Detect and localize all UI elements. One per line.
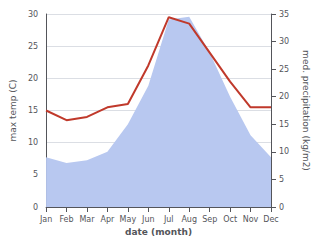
svg-text:5: 5 — [33, 170, 38, 179]
svg-text:0: 0 — [33, 203, 38, 212]
svg-text:20: 20 — [279, 92, 289, 101]
svg-text:30: 30 — [28, 10, 38, 19]
svg-text:Mar: Mar — [79, 215, 95, 224]
svg-text:Nov: Nov — [243, 215, 259, 224]
svg-text:25: 25 — [28, 42, 38, 51]
svg-text:15: 15 — [279, 120, 289, 129]
svg-text:5: 5 — [279, 175, 284, 184]
svg-text:Jun: Jun — [141, 215, 155, 224]
svg-text:med. precipitation (kg/m2): med. precipitation (kg/m2) — [301, 50, 311, 171]
svg-text:May: May — [120, 215, 137, 224]
svg-text:25: 25 — [279, 65, 289, 74]
svg-text:Aug: Aug — [181, 215, 197, 224]
svg-text:20: 20 — [28, 74, 38, 83]
svg-text:Apr: Apr — [100, 215, 115, 224]
svg-text:Jul: Jul — [163, 215, 174, 224]
svg-text:Jan: Jan — [39, 215, 52, 224]
svg-text:10: 10 — [279, 147, 289, 156]
svg-text:15: 15 — [28, 106, 38, 115]
svg-text:Feb: Feb — [59, 215, 73, 224]
svg-text:30: 30 — [279, 37, 289, 46]
svg-text:max temp (C): max temp (C) — [8, 79, 18, 141]
svg-text:Oct: Oct — [223, 215, 237, 224]
svg-text:35: 35 — [279, 10, 289, 19]
svg-text:date (month): date (month) — [125, 227, 192, 237]
svg-text:0: 0 — [279, 203, 284, 212]
svg-text:10: 10 — [28, 138, 38, 147]
svg-text:Dec: Dec — [263, 215, 278, 224]
svg-text:Sep: Sep — [202, 215, 217, 224]
